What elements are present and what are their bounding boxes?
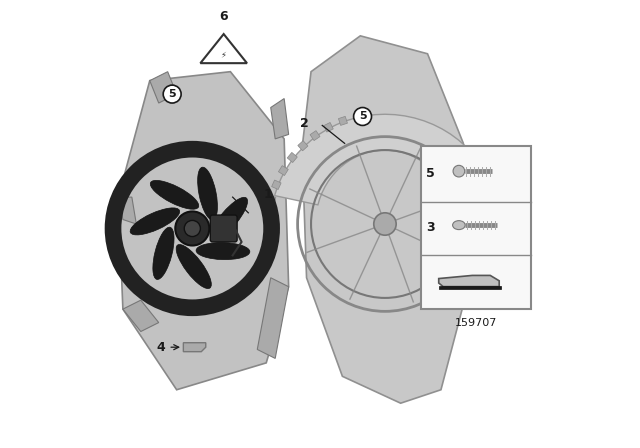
Polygon shape (439, 276, 499, 287)
Polygon shape (118, 72, 289, 390)
Bar (267, 195, 276, 204)
Circle shape (453, 165, 465, 177)
Text: 5: 5 (168, 89, 176, 99)
Text: 2: 2 (300, 116, 309, 130)
Polygon shape (150, 72, 177, 103)
Ellipse shape (130, 208, 180, 235)
Circle shape (184, 220, 200, 237)
Text: 1: 1 (264, 188, 273, 202)
Ellipse shape (150, 181, 199, 209)
Polygon shape (123, 300, 159, 332)
Polygon shape (275, 114, 492, 205)
Bar (264, 228, 271, 235)
Bar (324, 122, 333, 132)
Bar (287, 152, 298, 163)
Bar (266, 243, 274, 251)
Bar (354, 112, 362, 121)
Bar (278, 166, 288, 176)
Circle shape (163, 85, 181, 103)
Polygon shape (118, 197, 136, 224)
Ellipse shape (196, 242, 250, 260)
Ellipse shape (198, 167, 218, 220)
Bar (264, 211, 273, 220)
Text: 6: 6 (220, 10, 228, 23)
Polygon shape (271, 99, 289, 139)
Text: 4: 4 (157, 340, 179, 354)
Text: 3: 3 (426, 221, 435, 234)
FancyBboxPatch shape (210, 215, 237, 242)
Circle shape (354, 108, 371, 125)
FancyBboxPatch shape (421, 146, 531, 309)
Bar (271, 180, 281, 190)
FancyBboxPatch shape (439, 286, 502, 289)
Text: 5: 5 (359, 112, 366, 121)
Ellipse shape (452, 221, 465, 229)
Bar (310, 131, 320, 141)
Polygon shape (257, 278, 289, 358)
Polygon shape (302, 36, 463, 403)
Ellipse shape (176, 245, 211, 289)
Circle shape (374, 213, 396, 235)
FancyBboxPatch shape (451, 223, 465, 252)
Bar (298, 141, 308, 151)
Ellipse shape (153, 227, 174, 280)
Ellipse shape (211, 197, 248, 240)
Circle shape (175, 211, 209, 246)
Text: ⚡: ⚡ (221, 50, 227, 59)
Polygon shape (184, 343, 206, 352)
Text: 159707: 159707 (454, 318, 497, 327)
Bar (339, 116, 348, 125)
Text: 5: 5 (426, 167, 435, 180)
